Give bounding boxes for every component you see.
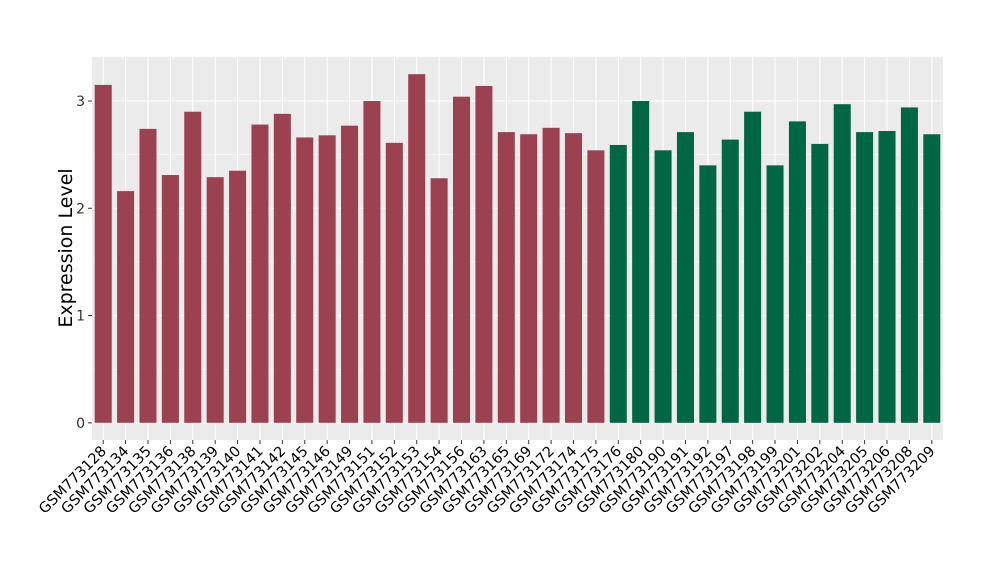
bar-GSM773169	[520, 134, 538, 423]
bar-GSM773204	[833, 104, 851, 423]
bar-GSM773206	[878, 131, 896, 423]
y-tick-label: 3	[76, 94, 85, 110]
bar-GSM773136	[161, 175, 179, 423]
bar-GSM773141	[251, 124, 269, 423]
bar-GSM773174	[564, 133, 582, 423]
bar-GSM773151	[363, 100, 381, 423]
bar-GSM773156	[453, 96, 471, 423]
y-tick-label: 2	[76, 201, 85, 217]
y-axis-label: Expression Level	[55, 168, 77, 327]
bar-GSM773163	[475, 85, 493, 423]
bar-GSM773153	[408, 74, 426, 423]
bar-GSM773135	[139, 128, 157, 423]
bar-GSM773190	[654, 150, 672, 423]
bar-GSM773176	[609, 144, 627, 423]
y-tick-label: 0	[76, 416, 85, 432]
bar-GSM773146	[318, 135, 336, 423]
bar-GSM773149	[341, 125, 359, 423]
bar-GSM773208	[900, 107, 918, 423]
bar-GSM773140	[229, 170, 247, 423]
bar-GSM773192	[699, 165, 717, 423]
bar-GSM773165	[497, 132, 515, 423]
bar-GSM773209	[923, 134, 941, 423]
bar-GSM773197	[721, 139, 739, 423]
bar-GSM773142	[273, 113, 291, 423]
bar-GSM773138	[184, 111, 202, 423]
bar-GSM773145	[296, 137, 314, 423]
bars	[94, 74, 941, 423]
bar-GSM773180	[632, 100, 650, 423]
bar-GSM773198	[744, 111, 762, 423]
bar-GSM773128	[94, 84, 112, 423]
x-axis: GSM773128GSM773134GSM773135GSM773136GSM7…	[36, 440, 939, 517]
bar-GSM773172	[542, 127, 560, 423]
bar-GSM773205	[856, 132, 874, 423]
bar-GSM773199	[766, 165, 784, 423]
bar-GSM773152	[385, 142, 403, 423]
bar-GSM773191	[676, 132, 694, 423]
bar-GSM773134	[117, 191, 135, 423]
y-axis: 0 1 2 3	[76, 94, 92, 432]
bar-GSM773202	[811, 143, 829, 423]
bar-GSM773154	[430, 178, 448, 423]
bar-GSM773139	[206, 177, 224, 423]
bar-GSM773201	[788, 121, 806, 423]
y-tick-label: 1	[76, 309, 85, 325]
bar-GSM773175	[587, 150, 605, 423]
